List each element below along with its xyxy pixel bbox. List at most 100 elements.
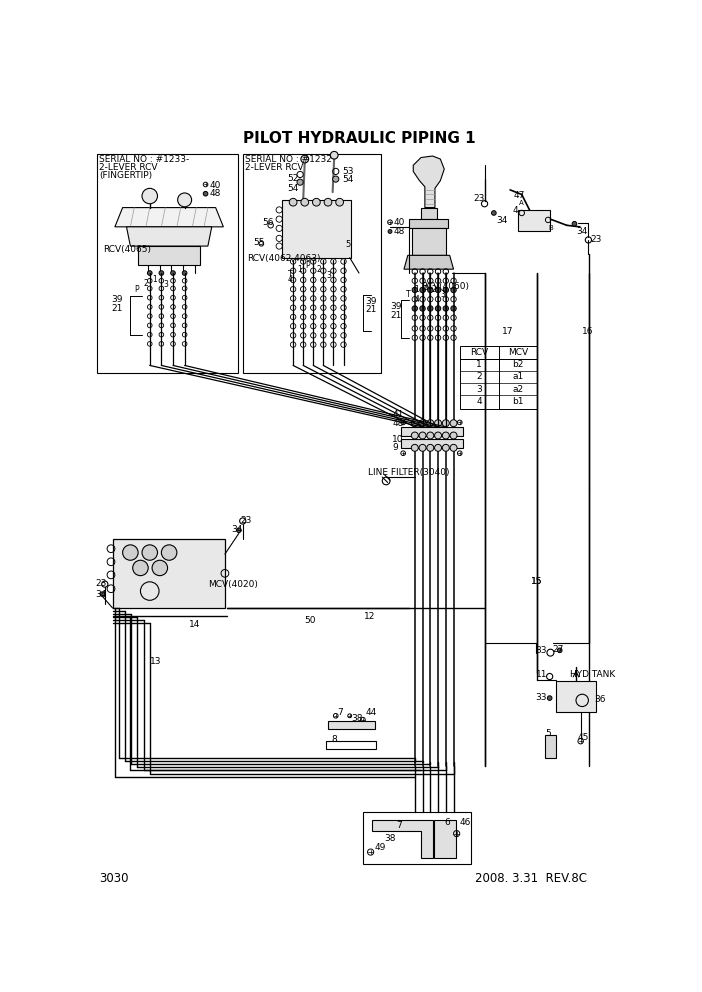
Text: 38: 38 <box>351 714 363 723</box>
Text: 2008. 3.31  REV.8C: 2008. 3.31 REV.8C <box>475 872 588 885</box>
Text: 34: 34 <box>496 216 508 225</box>
Circle shape <box>147 271 152 276</box>
Text: 39: 39 <box>111 295 123 304</box>
Text: 21: 21 <box>111 304 122 312</box>
Circle shape <box>450 444 457 451</box>
Text: a1: a1 <box>512 372 524 381</box>
Text: P: P <box>423 285 428 294</box>
Text: 34: 34 <box>576 227 588 236</box>
Text: SERIAL NO : #1232: SERIAL NO : #1232 <box>245 155 332 165</box>
Text: 4: 4 <box>477 397 482 406</box>
Text: SERIAL NO : #1233-: SERIAL NO : #1233- <box>100 155 190 165</box>
Bar <box>138 246 200 265</box>
Text: 3: 3 <box>440 290 445 299</box>
Text: 38: 38 <box>384 833 395 842</box>
Text: 50: 50 <box>305 616 316 625</box>
Text: 54: 54 <box>342 176 353 185</box>
Circle shape <box>411 433 418 439</box>
Circle shape <box>435 420 442 427</box>
Text: P: P <box>134 285 139 294</box>
Text: 3030: 3030 <box>100 872 129 885</box>
Text: 48: 48 <box>394 227 405 236</box>
Text: 27: 27 <box>552 645 564 654</box>
Text: 33: 33 <box>536 692 547 701</box>
Text: 15: 15 <box>531 577 543 586</box>
Text: 4: 4 <box>415 295 420 304</box>
Text: 7: 7 <box>337 708 343 717</box>
Polygon shape <box>404 255 453 269</box>
Polygon shape <box>126 227 212 246</box>
Text: 14: 14 <box>189 620 200 629</box>
Text: 1: 1 <box>297 265 302 275</box>
Polygon shape <box>372 819 432 858</box>
Circle shape <box>171 271 176 276</box>
Circle shape <box>419 444 426 451</box>
Circle shape <box>312 198 320 206</box>
Text: 49: 49 <box>374 843 386 852</box>
Text: 41: 41 <box>392 410 404 419</box>
Text: 44: 44 <box>365 708 376 717</box>
Circle shape <box>412 288 418 293</box>
Circle shape <box>331 152 338 159</box>
Circle shape <box>203 191 208 196</box>
Text: RCV(4065): RCV(4065) <box>103 245 151 254</box>
Bar <box>421 207 437 219</box>
Text: (FINGERTIP): (FINGERTIP) <box>100 171 152 180</box>
Circle shape <box>178 193 192 206</box>
Text: 23: 23 <box>95 579 107 588</box>
Circle shape <box>161 545 177 560</box>
Circle shape <box>301 155 309 163</box>
Text: 10: 10 <box>392 434 404 443</box>
Text: 33: 33 <box>536 647 547 656</box>
Text: 9: 9 <box>392 443 398 452</box>
Text: 40: 40 <box>209 181 221 189</box>
Bar <box>363 812 471 864</box>
Text: A: A <box>519 200 524 206</box>
Text: 34: 34 <box>95 589 107 598</box>
Text: 56: 56 <box>262 217 274 226</box>
Bar <box>411 228 446 255</box>
Text: 23: 23 <box>474 193 485 202</box>
Circle shape <box>443 288 449 293</box>
Text: 3: 3 <box>163 280 168 289</box>
Text: 39: 39 <box>390 303 402 311</box>
Text: LINE FILTER(3040): LINE FILTER(3040) <box>369 468 450 477</box>
Text: 4: 4 <box>512 206 518 215</box>
Circle shape <box>548 695 552 700</box>
Circle shape <box>572 221 577 226</box>
Circle shape <box>142 545 157 560</box>
Circle shape <box>297 180 303 186</box>
Circle shape <box>152 560 168 575</box>
Circle shape <box>435 306 441 311</box>
Text: 5: 5 <box>545 729 551 738</box>
Circle shape <box>100 592 105 596</box>
Text: 23: 23 <box>590 234 602 244</box>
Text: 40: 40 <box>394 217 405 226</box>
Text: 1: 1 <box>152 276 157 285</box>
Text: 17: 17 <box>503 327 514 336</box>
Text: 48: 48 <box>392 420 404 429</box>
Text: 7: 7 <box>396 821 402 830</box>
Text: 55: 55 <box>253 238 265 247</box>
Text: MCV(4020): MCV(4020) <box>208 579 258 588</box>
Bar <box>112 539 225 608</box>
Text: 45: 45 <box>578 733 589 742</box>
Bar <box>97 154 238 373</box>
Text: 5: 5 <box>345 240 350 249</box>
Circle shape <box>237 528 241 533</box>
Text: T: T <box>288 270 292 279</box>
Text: 48: 48 <box>209 189 221 198</box>
Circle shape <box>442 420 449 427</box>
Text: 52: 52 <box>287 175 298 184</box>
Text: 53: 53 <box>342 167 353 176</box>
Circle shape <box>435 444 442 451</box>
Circle shape <box>419 433 426 439</box>
Circle shape <box>411 420 418 427</box>
Text: 4: 4 <box>288 276 293 285</box>
Text: 2-LEVER RCV: 2-LEVER RCV <box>100 163 158 172</box>
Bar <box>518 210 550 231</box>
Polygon shape <box>434 819 456 858</box>
Text: 11: 11 <box>536 671 547 680</box>
Text: 54: 54 <box>287 184 298 192</box>
Text: 2: 2 <box>431 286 436 295</box>
